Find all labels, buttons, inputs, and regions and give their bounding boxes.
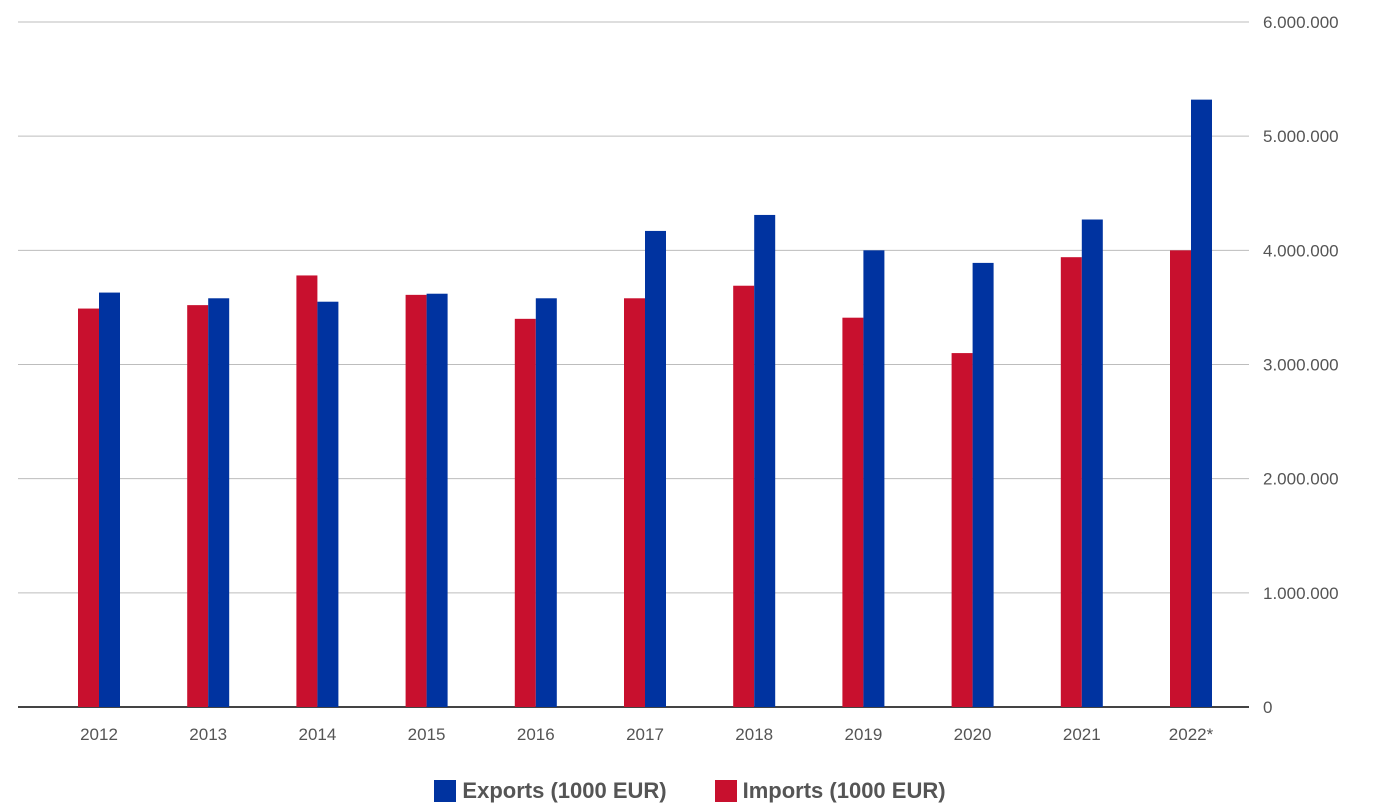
legend-swatch-imports [714, 780, 737, 802]
y-tick-label: 6.000.000 [1263, 13, 1339, 32]
bar-exports-2021 [1081, 219, 1103, 707]
bar-imports-2021 [1060, 257, 1082, 707]
x-tick-label: 2013 [189, 725, 227, 744]
y-axis-labels: 0 1.000.000 2.000.000 3.000.000 4.000.000 5.0… [1263, 13, 1339, 717]
bar-chart: 2012 2013 2014 2015 2016 2017 2018 2019 2020 2021… [18, 13, 1339, 744]
legend-label-exports: Exports (1000 EUR) [462, 778, 667, 803]
y-tick-label: 3.000.000 [1263, 356, 1339, 375]
legend-swatch-exports [434, 780, 457, 802]
bar-exports-2018 [754, 214, 776, 708]
bar-exports-2022 [1191, 99, 1212, 708]
bar-imports-2020 [951, 353, 973, 707]
bar-exports-2017 [645, 230, 666, 708]
bar-imports-2014 [296, 275, 318, 707]
x-tick-label: 2019 [844, 725, 882, 744]
x-tick-label: 2022* [1169, 725, 1214, 744]
x-tick-label: 2018 [735, 725, 773, 744]
bars [78, 99, 1212, 708]
bar-exports-2013 [208, 298, 230, 707]
bar-imports-2018 [733, 285, 755, 707]
x-tick-label: 2012 [80, 725, 118, 744]
bar-exports-2012 [99, 292, 120, 707]
y-tick-label: 4.000.000 [1263, 241, 1339, 260]
bar-exports-2016 [535, 298, 557, 707]
bar-imports-2015 [405, 294, 427, 707]
bar-exports-2020 [972, 262, 994, 707]
legend-item-exports: Exports (1000 EUR) [434, 778, 667, 804]
bar-imports-2013 [187, 305, 209, 707]
x-tick-label: 2021 [1063, 725, 1101, 744]
bar-imports-2017 [624, 298, 645, 707]
x-tick-label: 2017 [626, 725, 664, 744]
legend: Exports (1000 EUR) Imports (1000 EUR) [0, 776, 1380, 806]
x-tick-label: 2014 [298, 725, 336, 744]
x-axis-labels: 2012 2013 2014 2015 2016 2017 2018 2019 2020 2021… [80, 725, 1214, 744]
y-tick-label: 2.000.000 [1263, 470, 1339, 489]
bar-imports-2012 [78, 308, 99, 707]
x-tick-label: 2015 [408, 725, 446, 744]
bar-imports-2022 [1170, 250, 1191, 708]
bar-exports-2014 [317, 301, 339, 707]
bar-imports-2019 [842, 317, 864, 707]
y-tick-label: 1.000.000 [1263, 584, 1339, 603]
y-tick-label: 0 [1263, 698, 1272, 717]
bar-imports-2016 [514, 318, 536, 707]
bar-exports-2015 [426, 293, 448, 707]
x-tick-label: 2020 [954, 725, 992, 744]
x-tick-label: 2016 [517, 725, 555, 744]
legend-item-imports: Imports (1000 EUR) [714, 778, 946, 804]
bar-exports-2019 [863, 250, 885, 708]
y-tick-label: 5.000.000 [1263, 127, 1339, 146]
legend-label-imports: Imports (1000 EUR) [742, 778, 946, 803]
